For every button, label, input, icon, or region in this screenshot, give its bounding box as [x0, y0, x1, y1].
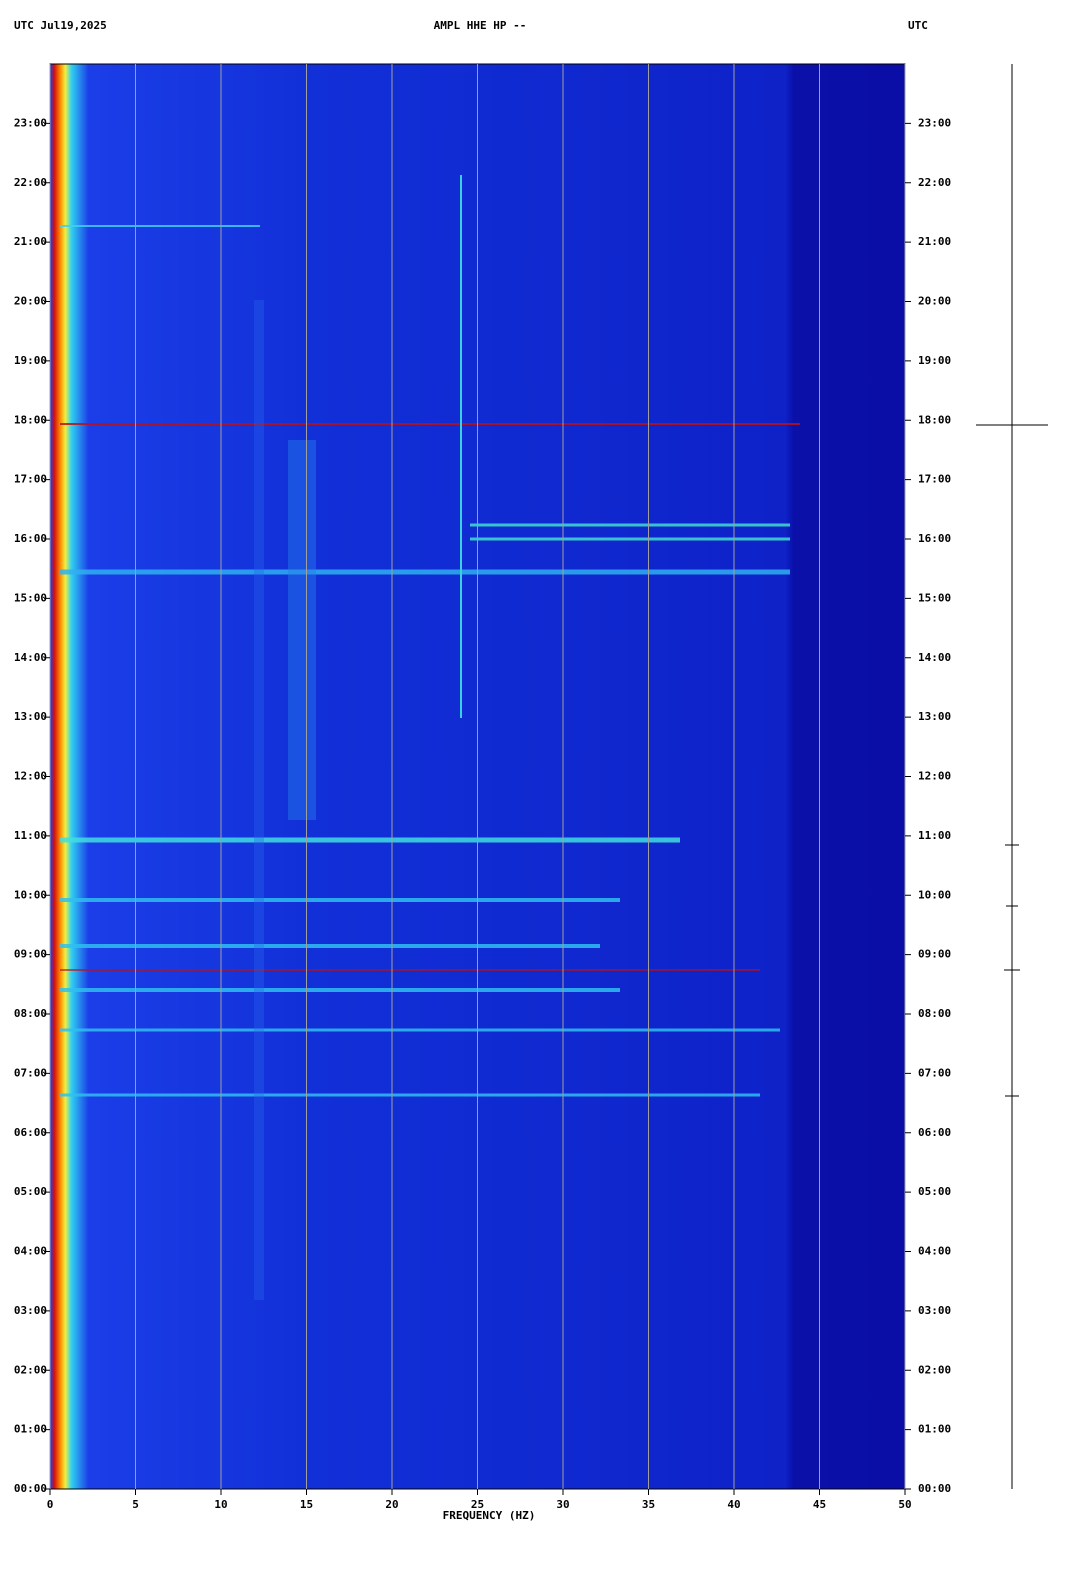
x-tick-label: 45	[813, 1498, 826, 1511]
y-tick-label: 00:00	[918, 1482, 951, 1495]
y-tick-label: 15:00	[14, 591, 47, 604]
y-tick-label: 23:00	[14, 116, 47, 129]
x-tick-label: 15	[300, 1498, 313, 1511]
y-tick-label: 21:00	[14, 235, 47, 248]
y-tick-label: 07:00	[918, 1066, 951, 1079]
y-tick-label: 14:00	[918, 651, 951, 664]
y-tick-label: 08:00	[14, 1007, 47, 1020]
y-tick-label: 04:00	[14, 1245, 47, 1258]
x-tick-label: 40	[727, 1498, 740, 1511]
y-tick-label: 00:00	[14, 1482, 47, 1495]
y-tick-label: 10:00	[918, 888, 951, 901]
y-tick-label: 04:00	[918, 1245, 951, 1258]
y-tick-label: 15:00	[918, 591, 951, 604]
y-tick-label: 16:00	[918, 532, 951, 545]
x-tick-label: 50	[898, 1498, 911, 1511]
y-tick-label: 01:00	[918, 1423, 951, 1436]
y-tick-label: 13:00	[14, 710, 47, 723]
y-tick-label: 18:00	[14, 413, 47, 426]
y-tick-label: 21:00	[918, 235, 951, 248]
y-tick-label: 11:00	[14, 829, 47, 842]
y-tick-label: 09:00	[14, 948, 47, 961]
y-tick-label: 06:00	[918, 1126, 951, 1139]
y-tick-label: 06:00	[14, 1126, 47, 1139]
y-tick-label: 14:00	[14, 651, 47, 664]
y-tick-label: 22:00	[14, 176, 47, 189]
y-tick-label: 03:00	[918, 1304, 951, 1317]
y-tick-label: 19:00	[14, 354, 47, 367]
y-tick-label: 12:00	[918, 770, 951, 783]
x-tick-label: 5	[132, 1498, 139, 1511]
x-tick-label: 20	[385, 1498, 398, 1511]
y-tick-label: 17:00	[918, 473, 951, 486]
y-tick-label: 20:00	[918, 295, 951, 308]
chart-title: AMPL HHE HP --	[434, 19, 527, 32]
x-tick-label: 30	[556, 1498, 569, 1511]
spectral-features	[60, 175, 800, 1300]
y-tick-label: 23:00	[918, 116, 951, 129]
y-tick-label: 19:00	[918, 354, 951, 367]
y-tick-label: 07:00	[14, 1066, 47, 1079]
x-tick-label: 35	[642, 1498, 655, 1511]
x-tick-label: 25	[471, 1498, 484, 1511]
y-tick-label: 18:00	[918, 413, 951, 426]
x-tick-label: 10	[214, 1498, 227, 1511]
y-tick-label: 08:00	[918, 1007, 951, 1020]
y-tick-label: 10:00	[14, 888, 47, 901]
y-tick-label: 05:00	[14, 1185, 47, 1198]
y-tick-label: 09:00	[918, 948, 951, 961]
right-label: UTC	[908, 19, 928, 32]
y-tick-label: 16:00	[14, 532, 47, 545]
y-tick-label: 01:00	[14, 1423, 47, 1436]
date-label: UTC Jul19,2025	[14, 19, 107, 32]
x-axis-label: FREQUENCY (HZ)	[443, 1509, 536, 1522]
y-tick-label: 11:00	[918, 829, 951, 842]
y-tick-label: 03:00	[14, 1304, 47, 1317]
x-tick-label: 0	[47, 1498, 54, 1511]
y-tick-label: 13:00	[918, 710, 951, 723]
seismogram-trace	[976, 64, 1048, 1489]
y-tick-label: 22:00	[918, 176, 951, 189]
y-tick-label: 02:00	[918, 1363, 951, 1376]
y-tick-label: 12:00	[14, 770, 47, 783]
y-tick-label: 05:00	[918, 1185, 951, 1198]
y-tick-label: 17:00	[14, 473, 47, 486]
y-tick-label: 02:00	[14, 1363, 47, 1376]
y-tick-label: 20:00	[14, 295, 47, 308]
